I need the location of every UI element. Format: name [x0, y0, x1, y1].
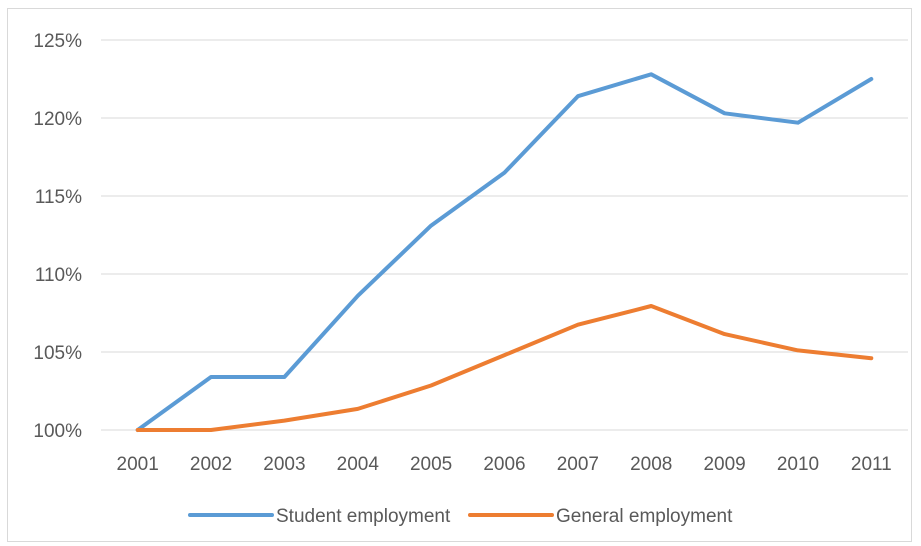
chart-frame [7, 8, 912, 542]
x-tick-label: 2010 [777, 454, 819, 475]
series-lines [135, 72, 874, 432]
y-tick-label: 115% [35, 187, 82, 208]
series-line-general-employment [135, 304, 874, 432]
y-tick-label: 100% [33, 421, 82, 442]
legend-label: Student employment [276, 506, 451, 527]
x-tick-label: 2009 [703, 454, 745, 475]
x-tick-label: 2006 [483, 454, 525, 475]
x-tick-label: 2004 [337, 454, 380, 475]
legend-label: General employment [556, 506, 733, 527]
y-tick-label: 120% [33, 109, 82, 130]
x-tick-label: 2003 [263, 454, 305, 475]
x-tick-label: 2007 [557, 454, 599, 475]
y-tick-label: 110% [35, 265, 82, 286]
gridlines [101, 39, 908, 431]
y-tick-label: 125% [33, 31, 82, 52]
x-tick-label: 2008 [630, 454, 672, 475]
x-axis-labels: 2001 2002 2003 2004 2005 2006 2007 2008 2009 2010… [117, 454, 892, 475]
series-line-student-employment [135, 72, 874, 432]
y-tick-label: 105% [33, 343, 82, 364]
x-tick-label: 2011 [851, 454, 892, 475]
x-tick-label: 2001 [117, 454, 159, 475]
legend: Student employment General employment [188, 506, 733, 527]
x-tick-label: 2002 [190, 454, 232, 475]
y-axis-labels: 100% 105% 110% 115% 120% 125% [33, 31, 82, 442]
x-tick-label: 2005 [410, 454, 452, 475]
